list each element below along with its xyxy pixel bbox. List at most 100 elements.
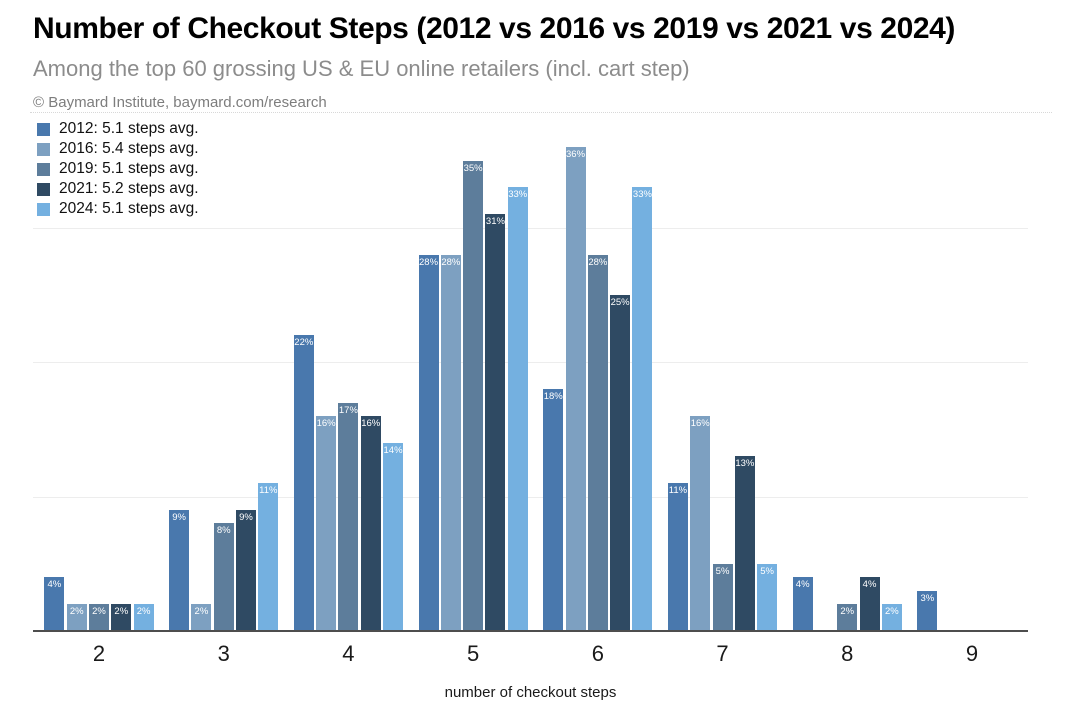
legend-label: 2021: 5.2 steps avg. — [59, 180, 199, 197]
x-tick-label: 8 — [841, 641, 854, 666]
bar-value-label: 5% — [715, 565, 730, 577]
legend-swatch-icon — [37, 142, 50, 156]
x-axis-line — [33, 630, 1028, 632]
bar-2021-steps-6: 25% — [610, 295, 631, 631]
bar-value-label: 22% — [294, 337, 314, 349]
bar-value-label: 31% — [485, 216, 505, 228]
x-tick-label: 3 — [217, 641, 230, 666]
bar-2019-steps-2: 2% — [89, 604, 109, 631]
divider-line — [30, 112, 1052, 113]
bar-value-label: 16% — [690, 417, 710, 429]
legend-item: 2016: 5.4 steps avg. — [37, 139, 199, 159]
bar-value-label: 28% — [588, 256, 608, 268]
gridline — [33, 227, 1028, 229]
legend-label: 2024: 5.1 steps avg. — [59, 200, 199, 217]
bar-2019-steps-4: 17% — [338, 402, 359, 631]
bar-2012-steps-7: 11% — [667, 483, 688, 631]
bar-2024-steps-8: 2% — [881, 604, 902, 631]
bar-2019-steps-3: 8% — [213, 523, 234, 631]
bar-value-label: 18% — [543, 391, 563, 403]
legend: 2012: 5.1 steps avg. 2016: 5.4 steps avg.… — [37, 119, 199, 219]
bar-value-label: 9% — [239, 512, 253, 524]
bar-value-label: 3% — [920, 592, 935, 604]
legend-item: 2012: 5.1 steps avg. — [37, 119, 199, 139]
bar-value-label: 33% — [632, 189, 652, 201]
bar-2016-steps-7: 16% — [690, 415, 711, 631]
bar-2012-steps-4: 22% — [293, 335, 314, 631]
legend-label: 2016: 5.4 steps avg. — [59, 140, 199, 157]
x-tick-label: 5 — [467, 641, 480, 666]
bar-2024-steps-3: 11% — [258, 483, 279, 631]
bar-2019-steps-6: 28% — [587, 254, 608, 631]
x-axis-title: number of checkout steps — [444, 684, 617, 701]
x-tick-label: 2 — [92, 641, 106, 666]
gridline — [33, 496, 1028, 498]
attribution: © Baymard Institute, baymard.com/researc… — [33, 94, 327, 111]
bar-value-label: 4% — [47, 579, 62, 591]
x-tick-label: 9 — [965, 641, 979, 666]
legend-label: 2012: 5.1 steps avg. — [59, 120, 199, 137]
page-subtitle: Among the top 60 grossing US & EU online… — [33, 56, 690, 81]
bar-2012-steps-6: 18% — [543, 389, 564, 631]
legend-swatch-icon — [37, 202, 50, 216]
bar-value-label: 35% — [463, 162, 483, 174]
bar-2016-steps-2: 2% — [66, 604, 87, 631]
bar-value-label: 2% — [840, 606, 855, 618]
bar-2024-steps-5: 33% — [507, 187, 528, 631]
legend-label: 2019: 5.1 steps avg. — [59, 160, 199, 177]
bar-value-label: 2% — [136, 606, 151, 618]
bar-2021-steps-7: 13% — [734, 456, 755, 631]
legend-swatch-icon — [37, 122, 50, 136]
bar-value-label: 2% — [884, 606, 899, 618]
bar-value-label: 8% — [216, 525, 231, 537]
page-title: Number of Checkout Steps (2012 vs 2016 v… — [33, 12, 956, 45]
bar-value-label: 16% — [361, 417, 381, 429]
bar-value-label: 17% — [338, 404, 358, 416]
bar-value-label: 13% — [735, 458, 755, 470]
bar-2024-steps-4: 14% — [383, 442, 404, 631]
bar-value-label: 4% — [862, 579, 877, 591]
bar-value-label: 4% — [795, 579, 810, 591]
bar-value-label: 11% — [259, 485, 278, 497]
bar-value-label: 28% — [441, 256, 461, 268]
bar-2012-steps-9: 3% — [917, 590, 938, 631]
bar-2021-steps-4: 16% — [360, 415, 381, 631]
legend-swatch-icon — [37, 182, 50, 196]
bar-value-label: 2% — [69, 606, 84, 618]
bar-value-label: 33% — [508, 189, 528, 201]
legend-item: 2021: 5.2 steps avg. — [37, 179, 199, 199]
bar-2021-steps-5: 31% — [485, 214, 506, 631]
legend-item: 2024: 5.1 steps avg. — [37, 199, 199, 219]
bar-2024-steps-2: 2% — [133, 604, 154, 631]
bar-2016-steps-3: 2% — [191, 604, 212, 631]
bar-value-label: 25% — [610, 297, 630, 308]
bar-2024-steps-7: 5% — [757, 563, 778, 631]
bar-2024-steps-6: 33% — [632, 187, 653, 631]
bar-value-label: 28% — [419, 256, 439, 268]
bar-value-label: 2% — [114, 606, 129, 618]
bar-2021-steps-2: 2% — [111, 604, 132, 631]
bar-2019-steps-8: 2% — [837, 604, 858, 631]
bar-2019-steps-5: 35% — [463, 160, 484, 631]
legend-swatch-icon — [37, 162, 50, 176]
bar-2016-steps-5: 28% — [440, 254, 461, 631]
x-tick-label: 6 — [591, 641, 604, 666]
bar-value-label: 9% — [172, 512, 186, 524]
bar-2021-steps-8: 4% — [859, 577, 880, 631]
x-tick-label: 4 — [342, 641, 355, 666]
bar-value-label: 14% — [383, 444, 403, 456]
bar-2016-steps-6: 36% — [565, 147, 586, 631]
bar-value-label: 36% — [566, 149, 586, 161]
bar-value-label: 16% — [316, 417, 336, 429]
gridline — [33, 362, 1028, 364]
bar-value-label: 2% — [92, 606, 106, 618]
x-tick-label: 7 — [716, 641, 729, 666]
bar-2012-steps-3: 9% — [169, 510, 190, 631]
legend-item: 2019: 5.1 steps avg. — [37, 159, 199, 179]
bar-value-label: 11% — [668, 485, 688, 497]
bar-2012-steps-8: 4% — [792, 577, 813, 631]
bar-2016-steps-4: 16% — [316, 415, 337, 631]
bar-value-label: 2% — [194, 606, 209, 618]
bar-2019-steps-7: 5% — [712, 563, 733, 631]
